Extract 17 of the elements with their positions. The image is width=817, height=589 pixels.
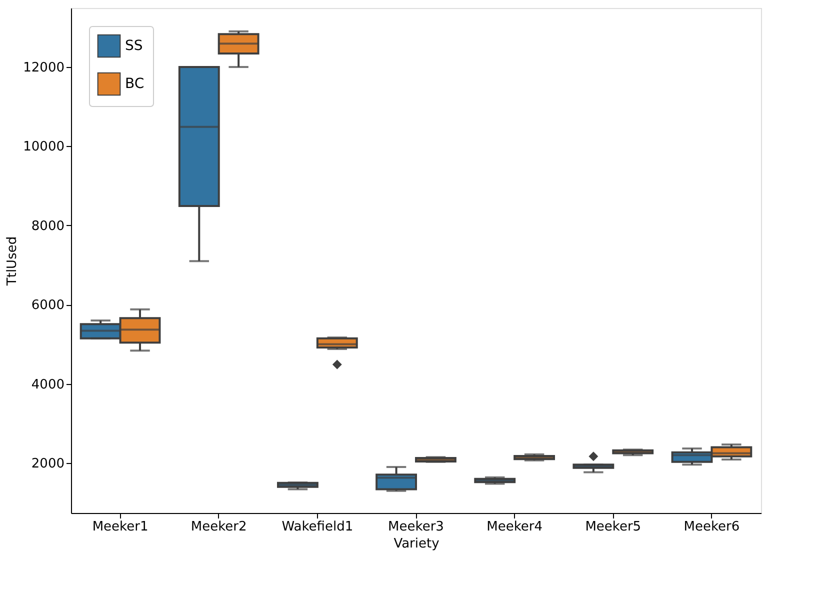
legend-label: BC [125, 76, 144, 92]
x-tick-label: Meeker6 [684, 520, 740, 534]
x-tick-label: Meeker2 [190, 520, 247, 534]
x-tick-label: Meeker4 [486, 520, 543, 534]
x-tick-label: Meeker5 [585, 520, 642, 534]
x-tick-label: Meeker1 [92, 520, 148, 534]
legend-label: SS [125, 38, 143, 54]
y-tick-label: 12000 [23, 60, 64, 76]
y-tick-label: 6000 [31, 298, 64, 314]
x-tick-label: Meeker3 [388, 520, 444, 534]
y-tick-label: 2000 [31, 456, 64, 472]
y-axis-title: TtlUsed [5, 236, 20, 287]
x-axis-title: Variety [394, 536, 440, 552]
y-tick-label: 10000 [23, 140, 64, 155]
x-tick-label: Wakefield1 [282, 520, 354, 534]
y-tick-label: 4000 [31, 377, 64, 392]
y-tick-label: 8000 [31, 218, 64, 234]
